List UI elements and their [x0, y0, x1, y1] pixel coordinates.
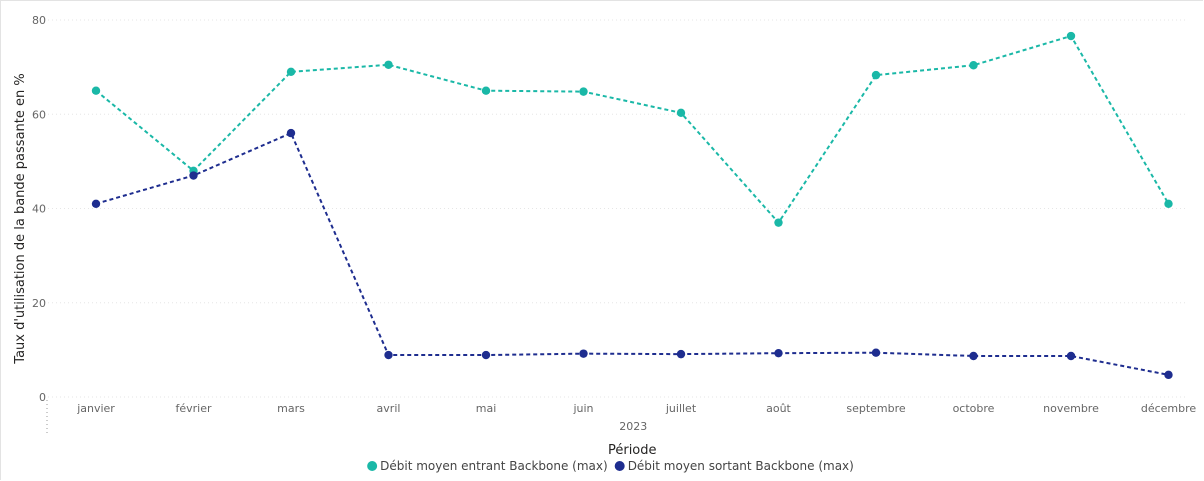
data-point[interactable] [286, 67, 296, 77]
x-tick-label: septembre [846, 402, 906, 415]
y-tick-label: 80 [32, 14, 46, 27]
series-line [95, 131, 1169, 376]
legend-item[interactable]: Débit moyen entrant Backbone (max) [367, 459, 608, 473]
series-lines [91, 31, 1173, 380]
x-tick-label: octobre [953, 402, 995, 415]
data-point[interactable] [1164, 370, 1173, 380]
x-tick-label: novembre [1043, 402, 1099, 415]
legend-marker [367, 461, 378, 471]
data-point[interactable] [871, 70, 881, 80]
x-tick-label: janvier [76, 402, 115, 415]
data-point[interactable] [579, 87, 588, 96]
data-point[interactable] [384, 350, 393, 360]
data-point[interactable] [676, 349, 686, 359]
grid-lines [46, 19, 1188, 436]
data-point[interactable] [1066, 31, 1076, 41]
x-tick-label: juin [572, 402, 593, 415]
y-tick-labels: 0 20 40 60 80 [32, 14, 46, 404]
y-tick-label: 40 [32, 203, 46, 216]
data-point[interactable] [481, 86, 491, 95]
data-point[interactable] [189, 171, 198, 180]
data-point[interactable] [774, 348, 783, 358]
legend-label: Débit moyen sortant Backbone (max) [628, 459, 854, 473]
y-tick-label: 0 [39, 391, 46, 404]
x-tick-label: février [175, 402, 211, 415]
x-tick-label: décembre [1141, 402, 1197, 415]
x-tick-label: mars [277, 402, 305, 415]
y-axis-title: Taux d'utilisation de la bande passante … [13, 73, 28, 364]
data-point[interactable] [91, 199, 101, 208]
data-point[interactable] [676, 108, 686, 118]
x-tick-label: juillet [665, 402, 697, 415]
y-tick-label: 60 [32, 108, 46, 121]
x-tick-labels: janvier février mars avril mai juin juillet aoû… [76, 402, 1196, 415]
x-tick-label: avril [377, 402, 401, 415]
data-point[interactable] [286, 128, 296, 138]
x-group-label: 2023 [619, 420, 647, 433]
x-tick-label: mai [476, 402, 497, 415]
legend[interactable]: Débit moyen entrant Backbone (max) Débit … [367, 459, 854, 473]
data-point[interactable] [969, 351, 978, 361]
data-point[interactable] [481, 350, 491, 360]
x-tick-label: août [766, 402, 791, 415]
legend-label: Débit moyen entrant Backbone (max) [380, 459, 608, 473]
y-tick-label: 20 [32, 297, 46, 310]
data-point[interactable] [1164, 199, 1173, 208]
x-axis-title: Période [608, 443, 657, 458]
data-point[interactable] [579, 349, 588, 358]
data-point[interactable] [969, 61, 978, 70]
data-point[interactable] [1066, 351, 1076, 361]
legend-item[interactable]: Débit moyen sortant Backbone (max) [614, 459, 854, 473]
data-point[interactable] [91, 86, 101, 95]
data-point[interactable] [774, 218, 783, 227]
data-point[interactable] [871, 348, 881, 357]
legend-marker [614, 461, 625, 471]
data-point[interactable] [384, 60, 393, 69]
series-line [95, 34, 1170, 225]
